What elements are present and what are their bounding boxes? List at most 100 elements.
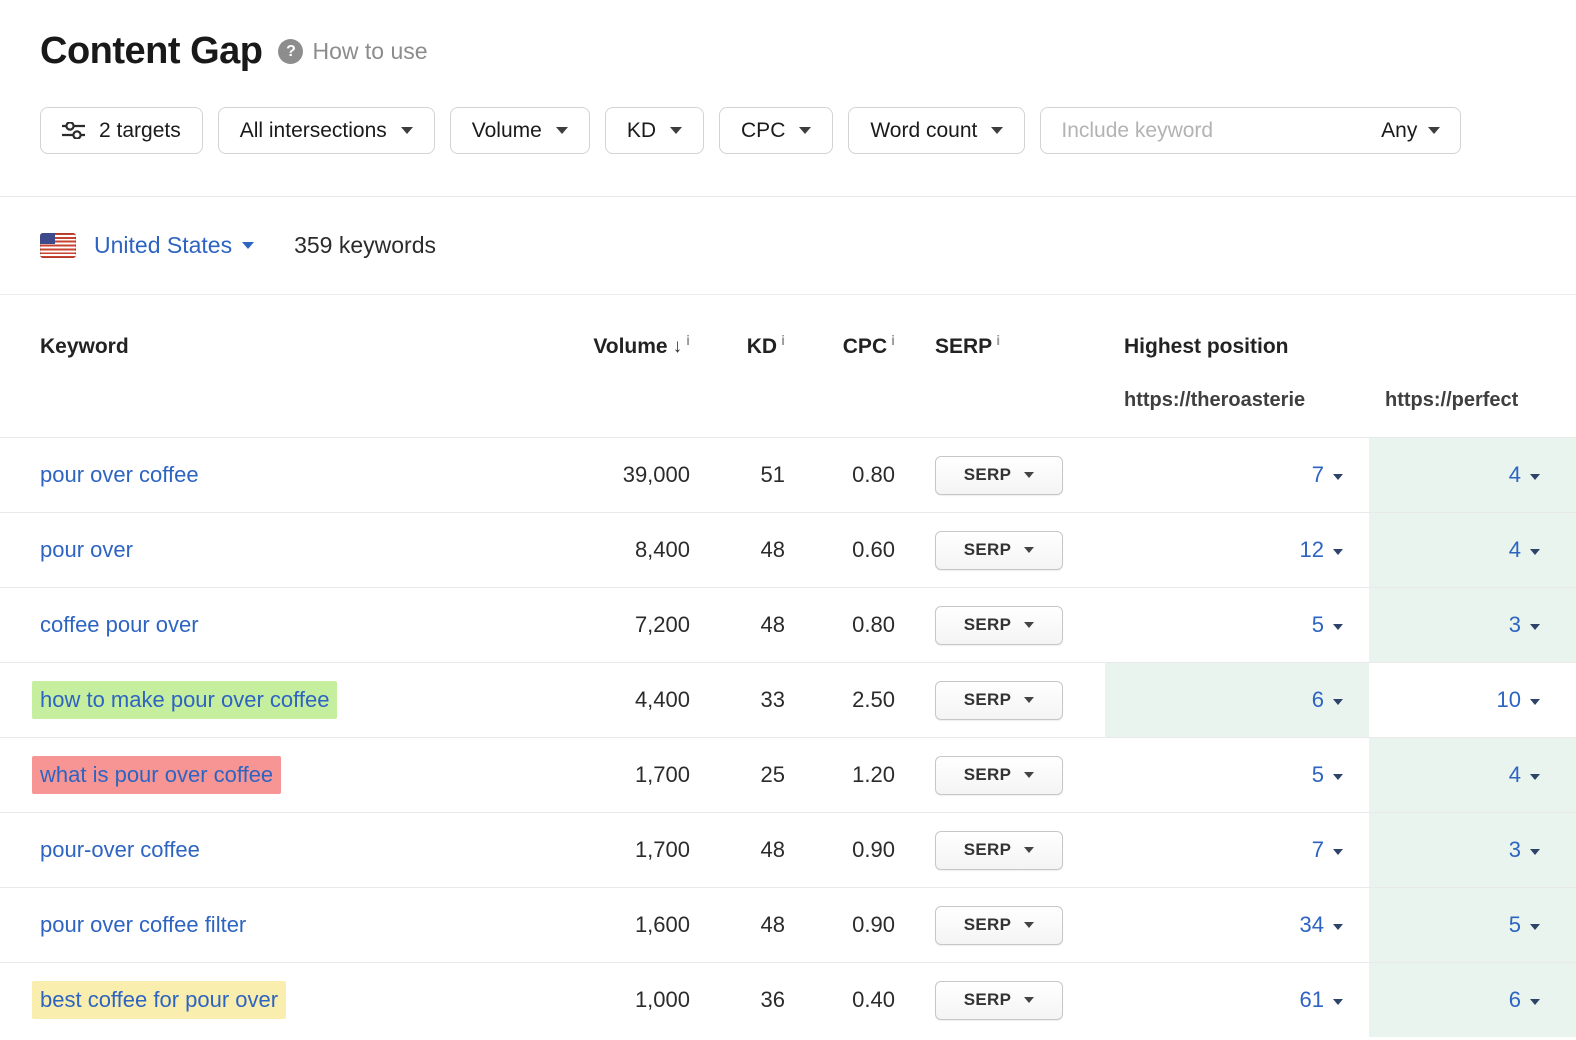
keyword-link[interactable]: pour-over coffee	[40, 837, 200, 862]
chevron-down-icon	[1024, 922, 1035, 928]
position-target2-value[interactable]: 3	[1508, 837, 1521, 862]
chevron-down-icon	[1024, 772, 1035, 778]
word-count-label: Word count	[870, 118, 978, 142]
position-dropdown-caret[interactable]	[1333, 699, 1343, 705]
position-target2-cell: 4	[1369, 738, 1576, 812]
position-dropdown-caret[interactable]	[1333, 774, 1343, 780]
position-target1-value[interactable]: 34	[1299, 912, 1324, 937]
position-dropdown-caret[interactable]	[1530, 699, 1540, 705]
cpc-filter-dropdown[interactable]: CPC	[719, 107, 834, 154]
position-target2-cell: 3	[1369, 588, 1576, 662]
table-row: what is pour over coffee 1,700 25 1.20 S…	[0, 737, 1576, 812]
position-target1-value[interactable]: 61	[1299, 987, 1324, 1012]
targets-label: 2 targets	[99, 118, 181, 142]
position-target1-cell: 7	[1105, 813, 1369, 887]
position-dropdown-caret[interactable]	[1333, 924, 1343, 930]
position-target2-value[interactable]: 10	[1496, 687, 1521, 712]
position-target1-value[interactable]: 7	[1311, 462, 1324, 487]
position-target2-value[interactable]: 5	[1508, 912, 1521, 937]
serp-button[interactable]: SERP	[935, 530, 1063, 570]
position-target1-value[interactable]: 5	[1311, 762, 1324, 787]
position-dropdown-caret[interactable]	[1333, 999, 1343, 1005]
kd-value: 51	[760, 462, 785, 487]
position-dropdown-caret[interactable]	[1530, 774, 1540, 780]
position-dropdown-caret[interactable]	[1530, 474, 1540, 480]
volume-value: 1,600	[634, 912, 690, 937]
position-target1-value[interactable]: 7	[1311, 837, 1324, 862]
serp-button[interactable]: SERP	[935, 455, 1063, 495]
position-dropdown-caret[interactable]	[1333, 624, 1343, 630]
any-dropdown[interactable]: Any	[1381, 119, 1441, 143]
intersections-dropdown[interactable]: All intersections	[217, 107, 435, 154]
volume-value: 1,700	[634, 837, 690, 862]
info-icon: i	[996, 332, 1001, 348]
position-target2-value[interactable]: 6	[1508, 987, 1521, 1012]
keyword-link[interactable]: pour over coffee filter	[40, 912, 247, 937]
cpc-value: 0.80	[852, 462, 895, 487]
table-header: Keyword Volume ↓ i KD i CPC i SERP i Hig…	[0, 295, 1576, 437]
position-target1-value[interactable]: 12	[1299, 537, 1324, 562]
serp-cell: SERP	[895, 963, 1105, 1037]
include-keyword-field[interactable]: Any	[1040, 107, 1462, 154]
position-dropdown-caret[interactable]	[1333, 849, 1343, 855]
keyword-link[interactable]: coffee pour over	[40, 612, 199, 637]
chevron-down-icon	[1024, 547, 1035, 553]
position-dropdown-caret[interactable]	[1530, 849, 1540, 855]
chevron-down-icon	[670, 127, 683, 134]
keywords-count: 359 keywords	[294, 232, 437, 258]
keyword-link[interactable]: pour over coffee	[40, 462, 199, 487]
serp-button[interactable]: SERP	[935, 830, 1063, 870]
country-dropdown[interactable]: United States	[94, 232, 255, 259]
chevron-down-icon	[991, 127, 1004, 134]
serp-button[interactable]: SERP	[935, 755, 1063, 795]
position-dropdown-caret[interactable]	[1333, 549, 1343, 555]
keyword-link[interactable]: pour over	[40, 537, 133, 562]
keyword-link[interactable]: best coffee for pour over	[32, 981, 287, 1019]
intersections-label: All intersections	[239, 118, 387, 142]
position-target2-value[interactable]: 4	[1508, 462, 1521, 487]
serp-button[interactable]: SERP	[935, 905, 1063, 945]
serp-button-label: SERP	[963, 840, 1012, 859]
kd-filter-dropdown[interactable]: KD	[604, 107, 705, 154]
table-row: pour-over coffee 1,700 48 0.90 SERP 7 3	[0, 812, 1576, 887]
serp-cell: SERP	[895, 813, 1105, 887]
position-target2-value[interactable]: 4	[1508, 537, 1521, 562]
position-dropdown-caret[interactable]	[1530, 999, 1540, 1005]
include-keyword-input[interactable]	[1061, 118, 1382, 143]
position-target2-cell: 3	[1369, 813, 1576, 887]
volume-filter-dropdown[interactable]: Volume	[449, 107, 590, 154]
cpc-value: 0.60	[852, 537, 895, 562]
position-target1-value[interactable]: 5	[1311, 612, 1324, 637]
chevron-down-icon	[1024, 997, 1035, 1003]
column-header-highest-position: Highest position	[1124, 335, 1289, 358]
cpc-value: 0.90	[852, 912, 895, 937]
position-dropdown-caret[interactable]	[1333, 474, 1343, 480]
position-target2-value[interactable]: 3	[1508, 612, 1521, 637]
target2-url-header: https://perfect	[1385, 388, 1519, 411]
position-target2-value[interactable]: 4	[1508, 762, 1521, 787]
keyword-link[interactable]: what is pour over coffee	[32, 756, 282, 794]
column-header-cpc[interactable]: CPC i	[785, 332, 895, 359]
targets-button[interactable]: 2 targets	[40, 107, 203, 154]
column-header-volume[interactable]: Volume ↓ i	[530, 332, 690, 359]
serp-button[interactable]: SERP	[935, 680, 1063, 720]
cpc-value: 1.20	[852, 762, 895, 787]
serp-cell: SERP	[895, 588, 1105, 662]
how-to-use-link[interactable]: ? How to use	[278, 38, 428, 65]
column-header-kd[interactable]: KD i	[690, 332, 785, 359]
serp-button[interactable]: SERP	[935, 605, 1063, 645]
position-dropdown-caret[interactable]	[1530, 624, 1540, 630]
volume-header-label: Volume	[593, 335, 668, 358]
keyword-link[interactable]: how to make pour over coffee	[32, 681, 338, 719]
cpc-header-label: CPC	[842, 335, 888, 358]
column-header-serp: SERP i	[895, 332, 1105, 359]
position-dropdown-caret[interactable]	[1530, 924, 1540, 930]
chevron-down-icon	[1024, 622, 1035, 628]
position-target1-value[interactable]: 6	[1311, 687, 1324, 712]
serp-button[interactable]: SERP	[935, 980, 1063, 1020]
position-dropdown-caret[interactable]	[1530, 549, 1540, 555]
serp-button-label: SERP	[963, 990, 1012, 1009]
kd-header-label: KD	[746, 335, 778, 358]
serp-cell: SERP	[895, 888, 1105, 962]
word-count-dropdown[interactable]: Word count	[848, 107, 1026, 154]
